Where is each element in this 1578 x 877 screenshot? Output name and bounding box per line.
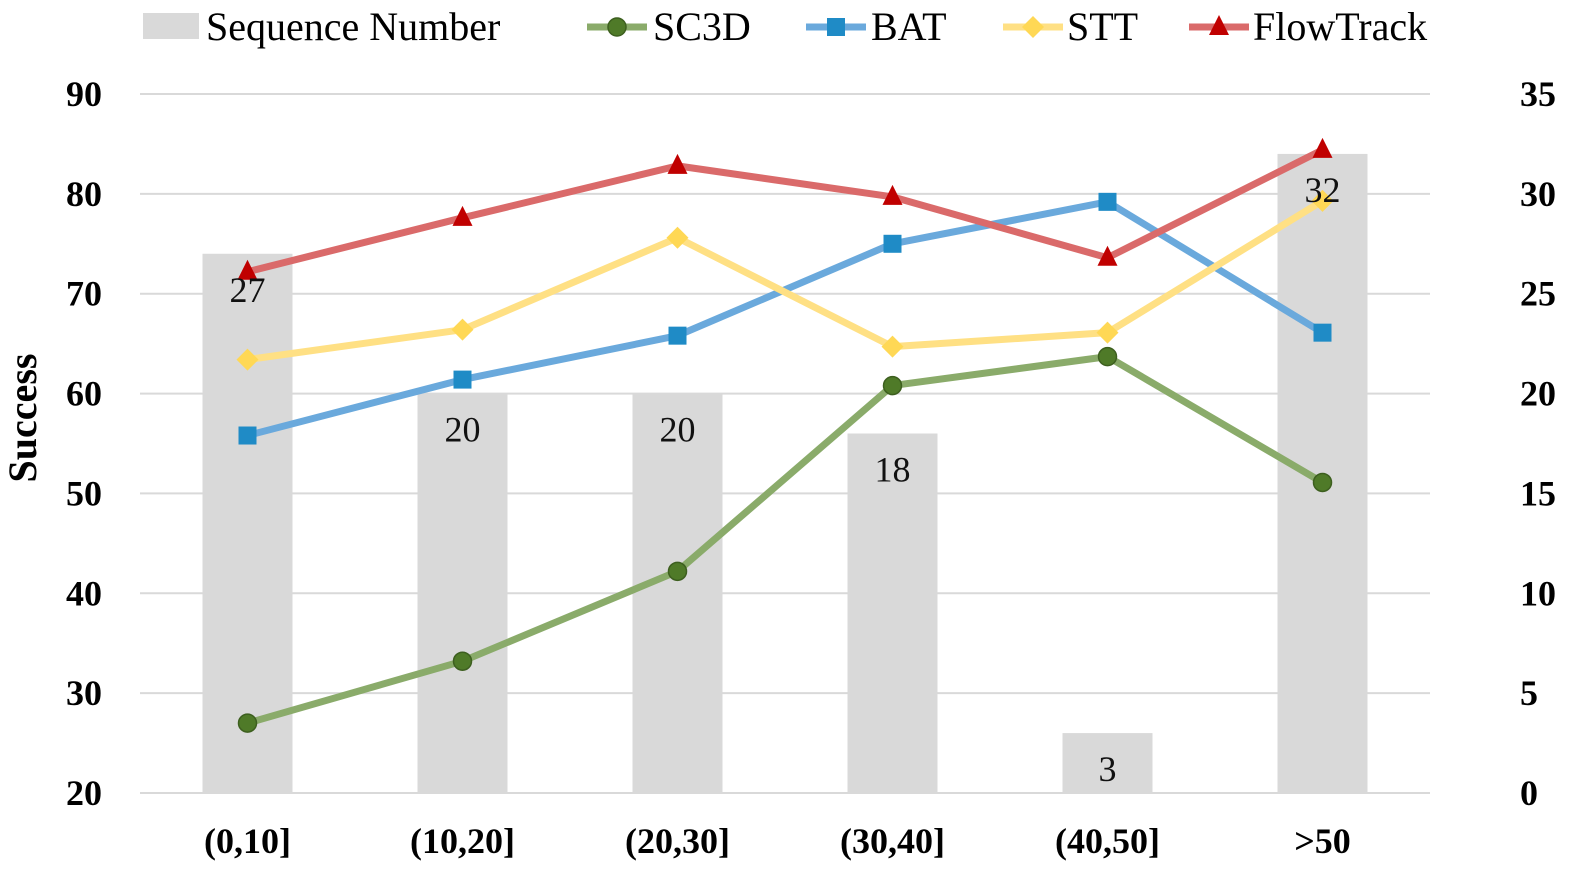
y-axis-label: Success xyxy=(0,354,45,483)
x-tick-label: >50 xyxy=(1294,821,1351,861)
legend-swatch-sequence-number xyxy=(143,13,199,39)
bar xyxy=(1062,733,1153,793)
flowtrack-point xyxy=(452,205,473,226)
sc3d-point xyxy=(1312,472,1333,493)
x-tick-label: (30,40] xyxy=(840,821,945,861)
flowtrack-point xyxy=(237,259,258,280)
legend-marker-flowtrack xyxy=(1209,15,1229,35)
flowtrack-point xyxy=(882,184,903,205)
bat-point xyxy=(1098,192,1117,211)
stt-point xyxy=(236,348,259,371)
x-tick-label: (40,50] xyxy=(1055,821,1160,861)
stt-point xyxy=(666,226,689,249)
flowtrack-point xyxy=(1097,245,1118,266)
legend-label-flowtrack: FlowTrack xyxy=(1253,4,1427,49)
y-tick-label: 80 xyxy=(66,174,102,214)
bar xyxy=(847,433,938,793)
sc3d-line xyxy=(244,353,1326,727)
stt-point xyxy=(1311,189,1334,212)
series-markers xyxy=(236,137,1334,733)
y2-tick-label: 25 xyxy=(1520,274,1556,314)
sc3d-point xyxy=(237,713,258,733)
y2-tick-label: 20 xyxy=(1520,374,1556,414)
stt-point xyxy=(451,318,474,341)
bar-data-label: 3 xyxy=(1099,749,1117,789)
bar xyxy=(632,393,723,793)
flowtrack-point xyxy=(1312,137,1333,158)
y2-tick-label: 0 xyxy=(1520,773,1538,813)
bat-line xyxy=(244,198,1326,440)
y2-tick-label: 10 xyxy=(1520,573,1556,613)
y-tick-label: 60 xyxy=(66,374,102,414)
bar-data-labels: 27 20 20 18 3 32 xyxy=(230,170,1341,789)
gridlines xyxy=(140,93,1430,794)
legend: Sequence Number SC3D BAT STT FlowTrack xyxy=(143,4,1427,49)
y-tick-label: 70 xyxy=(66,274,102,314)
sc3d-point xyxy=(882,375,903,396)
x-tick-label: (20,30] xyxy=(625,821,730,861)
sc3d-point xyxy=(1097,346,1118,367)
legend-label-bat: BAT xyxy=(871,4,947,49)
bat-point xyxy=(453,370,472,389)
y2-tick-label: 5 xyxy=(1520,673,1538,713)
flowtrack-point xyxy=(667,153,688,174)
stt-point xyxy=(1096,321,1119,344)
y-tick-label: 40 xyxy=(66,573,102,613)
legend-label-sc3d: SC3D xyxy=(653,4,751,49)
legend-marker-bat xyxy=(827,18,845,36)
legend-label-sequence-number: Sequence Number xyxy=(206,4,500,49)
bar-data-label: 20 xyxy=(445,410,481,450)
bar-data-label: 20 xyxy=(660,410,696,450)
y2-tick-label: 30 xyxy=(1520,174,1556,214)
sc3d-point xyxy=(452,651,473,671)
y-tick-label: 30 xyxy=(66,673,102,713)
sc3d-point xyxy=(667,561,688,582)
stt-point xyxy=(881,335,904,358)
y-tick-label: 20 xyxy=(66,773,102,813)
bar xyxy=(417,393,508,793)
bar xyxy=(202,253,293,793)
y-tick-label: 50 xyxy=(66,473,102,513)
x-tick-label: (0,10] xyxy=(204,821,291,861)
bat-point xyxy=(883,234,902,253)
x-tick-label: (10,20] xyxy=(410,821,515,861)
stt-line xyxy=(244,197,1326,364)
bat-point xyxy=(238,426,257,445)
y-tick-label: 90 xyxy=(66,74,102,114)
flowtrack-line xyxy=(244,146,1326,276)
line-series xyxy=(244,146,1326,727)
bar-data-label: 27 xyxy=(230,270,266,310)
bat-point xyxy=(1313,323,1332,342)
y2-tick-label: 15 xyxy=(1520,473,1556,513)
bar-data-label: 32 xyxy=(1305,170,1341,210)
bar-data-label: 18 xyxy=(875,450,911,490)
legend-marker-stt xyxy=(1022,16,1044,38)
bat-point xyxy=(668,326,687,345)
y2-tick-label: 35 xyxy=(1520,74,1556,114)
axes: 20 30 40 50 60 70 80 90 0 5 10 15 20 25 30 35 (0,10] (10,… xyxy=(66,74,1556,861)
legend-marker-sc3d xyxy=(607,17,627,37)
legend-label-stt: STT xyxy=(1067,4,1138,49)
